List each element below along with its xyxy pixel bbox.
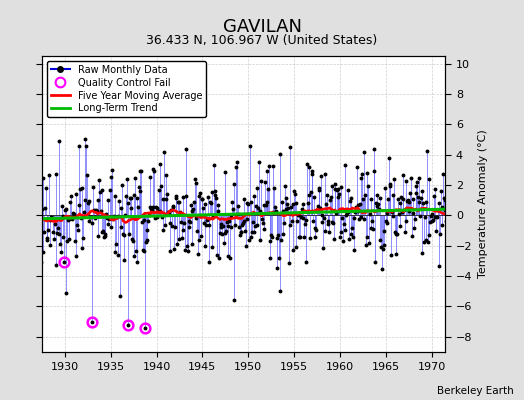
Text: GAVILAN: GAVILAN bbox=[223, 18, 301, 36]
Y-axis label: Temperature Anomaly (°C): Temperature Anomaly (°C) bbox=[478, 130, 488, 278]
Text: 36.433 N, 106.967 W (United States): 36.433 N, 106.967 W (United States) bbox=[146, 34, 378, 47]
Legend: Raw Monthly Data, Quality Control Fail, Five Year Moving Average, Long-Term Tren: Raw Monthly Data, Quality Control Fail, … bbox=[47, 61, 206, 117]
Text: Berkeley Earth: Berkeley Earth bbox=[437, 386, 514, 396]
